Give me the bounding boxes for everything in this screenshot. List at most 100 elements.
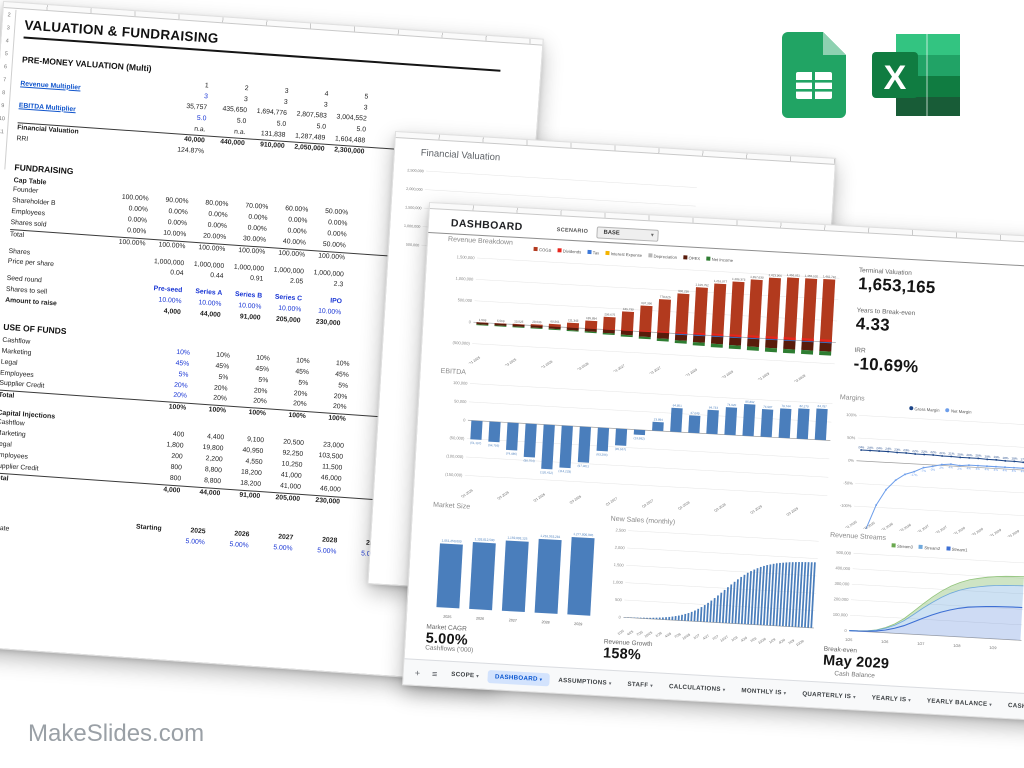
svg-text:4/29: 4/29 — [778, 638, 786, 645]
svg-text:4/26: 4/26 — [664, 632, 672, 639]
svg-text:1/28: 1/28 — [953, 644, 960, 648]
svg-text:Q1 2025: Q1 2025 — [844, 520, 857, 531]
legend-swatch — [918, 544, 924, 550]
svg-text:(45,667): (45,667) — [615, 447, 626, 452]
legend-swatch — [605, 250, 610, 256]
margins-panel: Margins Gross Margin Net Margin 100% 50% 0%… — [833, 394, 1024, 539]
svg-text:1,216,077: 1,216,077 — [714, 279, 728, 284]
svg-text:-7%: -7% — [921, 469, 927, 473]
sheet-tab-cashflow[interactable]: CASHFLOW▾ — [1001, 699, 1024, 715]
svg-text:Q3 2025: Q3 2025 — [497, 490, 510, 500]
svg-text:21%: 21% — [948, 451, 955, 455]
svg-text:2029: 2029 — [574, 622, 582, 626]
svg-text:1,103,812,500: 1,103,812,500 — [474, 537, 494, 542]
svg-text:47,049: 47,049 — [690, 411, 700, 416]
svg-text:1/27: 1/27 — [917, 642, 924, 646]
svg-text:1/25: 1/25 — [845, 638, 852, 642]
svg-text:(54,756): (54,756) — [488, 443, 499, 448]
svg-text:17%: 17% — [1020, 457, 1024, 461]
sheet-cell: 230,000 — [315, 496, 341, 506]
app-logos: X — [782, 32, 964, 118]
sheet-cell: 5.00% — [273, 544, 293, 553]
sheet-cell — [244, 156, 284, 159]
sheet-cell — [104, 270, 144, 273]
tab-label: ASSUMPTIONS — [558, 676, 608, 687]
sheet-cell: 100% — [168, 403, 187, 412]
sheet-cell: 5.00% — [185, 538, 205, 547]
svg-text:1,500: 1,500 — [614, 562, 625, 568]
sheet-tab-monthly-is[interactable]: MONTHLY IS ▾ — [734, 684, 794, 700]
tab-caret-icon: ▾ — [650, 682, 654, 688]
svg-text:X: X — [884, 59, 907, 97]
svg-text:-3%: -3% — [930, 467, 936, 471]
svg-text:Q3 2029: Q3 2029 — [786, 506, 799, 516]
svg-text:18%: 18% — [1011, 456, 1018, 460]
svg-text:19%: 19% — [984, 454, 991, 458]
sheet-tab-scope[interactable]: SCOPE ▾ — [444, 668, 486, 683]
row-number: 6 — [3, 64, 8, 71]
revenue-streams-chart: 500,000 400,000 300,000 200,000 100,000 0 1/25… — [824, 546, 1024, 655]
svg-text:1,500,000: 1,500,000 — [405, 205, 422, 210]
ebitda-panel: EBITDA 100,000 50,000 0 (50,000) (100,000) (1… — [434, 368, 837, 518]
tab-caret-icon: ▾ — [853, 693, 856, 700]
sheet-tab-quarterly-is[interactable]: QUARTERLY IS ▾ — [795, 687, 863, 704]
sheet-tab-yearly-is[interactable]: YEARLY IS ▾ — [864, 691, 918, 707]
row-number: 9 — [0, 103, 5, 110]
sheet-list-menu-icon[interactable]: ≡ — [431, 668, 438, 679]
legend-item: OPEX — [682, 255, 700, 261]
svg-text:(500,000): (500,000) — [452, 340, 470, 346]
svg-text:22%: 22% — [921, 450, 928, 454]
sheet-cell: 5.00% — [316, 547, 337, 556]
sheet-tab-yearly-balance[interactable]: YEARLY BALANCE ▾ — [920, 694, 1000, 711]
svg-text:(97,021): (97,021) — [578, 464, 589, 469]
svg-text:(74,486): (74,486) — [506, 451, 517, 456]
new-sales-panel: New Sales (monthly) 2,500 2,000 1,500 1,000… — [603, 516, 823, 674]
svg-text:Q3 2028: Q3 2028 — [713, 502, 726, 512]
svg-text:1,277,800,945: 1,277,800,945 — [573, 532, 593, 537]
add-sheet-button[interactable]: + — [414, 667, 421, 678]
svg-text:2,500: 2,500 — [615, 527, 626, 533]
svg-text:74,987: 74,987 — [763, 405, 773, 410]
chevron-down-icon: ▾ — [650, 232, 654, 239]
svg-text:(63,296): (63,296) — [596, 452, 607, 457]
svg-text:300,000: 300,000 — [834, 581, 850, 587]
svg-text:1,105,752: 1,105,752 — [695, 283, 709, 288]
svg-text:1/28: 1/28 — [731, 635, 739, 642]
svg-text:64,851: 64,851 — [673, 403, 683, 408]
svg-text:500: 500 — [615, 597, 623, 602]
legend-swatch — [682, 255, 688, 260]
cash-balance-title: Cash Balance — [834, 670, 875, 680]
sheet-cell: 205,000 — [275, 493, 301, 503]
tab-caret-icon: ▾ — [989, 701, 993, 707]
svg-text:20%: 20% — [957, 452, 964, 456]
scenario-dropdown[interactable]: BASE ▾ — [596, 226, 659, 242]
svg-text:21%: 21% — [939, 451, 946, 455]
svg-text:Q1 2027: Q1 2027 — [605, 496, 618, 506]
svg-text:23%: 23% — [903, 448, 910, 452]
sheet-cell: 5.00% — [229, 541, 249, 550]
sheet-tab-assumptions[interactable]: ASSUMPTIONS ▾ — [551, 674, 619, 691]
svg-text:1/25: 1/25 — [617, 629, 625, 636]
svg-text:296,675: 296,675 — [604, 312, 615, 317]
svg-text:4%: 4% — [993, 468, 998, 472]
row-number: 3 — [6, 25, 10, 32]
sheet-cell: 100% — [248, 409, 267, 418]
svg-text:1,357,630: 1,357,630 — [750, 275, 764, 280]
sheet-cell — [102, 287, 142, 290]
svg-text:4%: 4% — [1012, 469, 1017, 473]
tab-label: CALCULATIONS — [668, 683, 721, 693]
svg-text:Q1 2027: Q1 2027 — [917, 524, 930, 535]
svg-text:4%: 4% — [948, 465, 953, 469]
sheet-tab-staff[interactable]: STAFF ▾ — [620, 677, 660, 692]
sheet-tab-dashboard[interactable]: DASHBOARD ▾ — [487, 669, 550, 687]
market-size-panel: Market Size 1,051,250,000 2025 1,103,812,5… — [425, 502, 605, 657]
svg-text:200,000: 200,000 — [834, 596, 850, 602]
svg-text:1/29: 1/29 — [768, 637, 776, 644]
svg-text:13,525: 13,525 — [514, 319, 524, 324]
svg-text:4/27: 4/27 — [702, 634, 710, 641]
kpi-panel: Terminal Valuation 1,653,165 Years to Br… — [852, 267, 1024, 397]
sheet-cell: 230,000 — [315, 318, 341, 328]
sheet-tab-calculations[interactable]: CALCULATIONS ▾ — [662, 680, 733, 697]
svg-text:2,000: 2,000 — [615, 545, 626, 551]
